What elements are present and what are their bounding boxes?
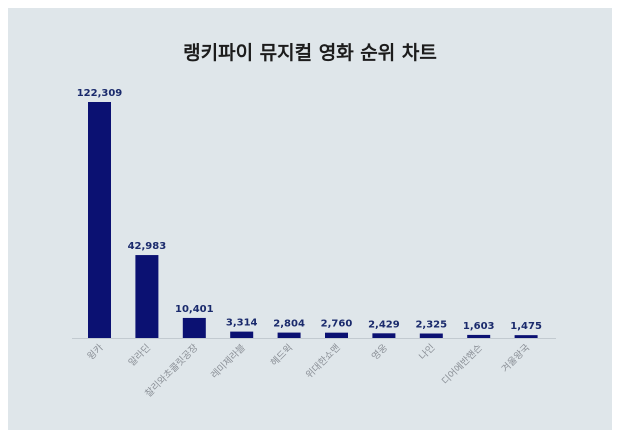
bar-5 bbox=[277, 332, 301, 338]
bar-1 bbox=[88, 102, 111, 338]
bar-value-label: 122,309 bbox=[77, 88, 123, 99]
bar-value-label: 2,760 bbox=[321, 319, 353, 330]
bar-8 bbox=[419, 333, 443, 338]
category-label: 영웅 bbox=[370, 342, 390, 362]
bar-6 bbox=[325, 332, 348, 338]
bar-3 bbox=[182, 317, 206, 338]
bar-9 bbox=[467, 334, 491, 338]
category-label: 헤드윅 bbox=[268, 342, 295, 369]
chart-panel: 랭키파이 뮤지컬 영화 순위 차트 122,309 윙카 42,983 알라딘 10,4… bbox=[8, 8, 612, 430]
category-label: 알라딘 bbox=[127, 342, 153, 368]
bar-value-label: 3,314 bbox=[226, 318, 258, 329]
bar-value-label: 2,804 bbox=[273, 319, 305, 330]
category-label: 위대한쇼맨 bbox=[303, 342, 342, 381]
bar-value-label: 1,603 bbox=[463, 321, 495, 332]
category-label: 레미제라블 bbox=[209, 342, 248, 381]
bar-10 bbox=[514, 335, 538, 338]
category-label: 겨울왕국 bbox=[500, 342, 533, 375]
category-label: 윙카 bbox=[85, 342, 105, 362]
bar-2 bbox=[135, 255, 159, 338]
bar-7 bbox=[372, 333, 396, 338]
bar-4 bbox=[230, 331, 254, 338]
bar-value-label: 2,325 bbox=[415, 320, 447, 331]
bar-value-label: 10,401 bbox=[175, 304, 214, 315]
bar-value-label: 42,983 bbox=[128, 241, 167, 252]
category-label: 나인 bbox=[417, 342, 437, 362]
chart-title: 랭키파이 뮤지컬 영화 순위 차트 bbox=[183, 42, 437, 64]
category-label: 디어에반핸슨 bbox=[439, 341, 485, 387]
bar-chart: 122,309윙카42,983알라딘10,401찰리와초콜릿공장3,314레미제… bbox=[72, 88, 556, 400]
bar-value-label: 2,429 bbox=[368, 319, 400, 330]
bar-value-label: 1,475 bbox=[510, 321, 542, 332]
